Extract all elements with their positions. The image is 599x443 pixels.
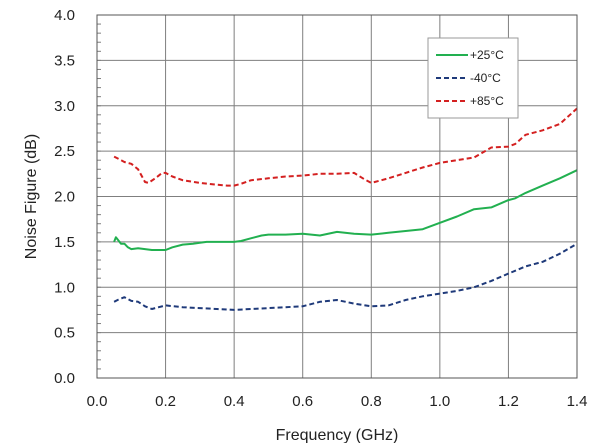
x-tick-label: 0.0 bbox=[87, 393, 108, 410]
y-tick-label: 0.5 bbox=[54, 325, 75, 342]
x-tick-label: 0.6 bbox=[292, 393, 313, 410]
legend-label-2: +85°C bbox=[470, 94, 504, 108]
tick-labels: 0.0 0.5 1.0 1.5 2.0 2.5 3.0 3.5 4.0 0.0 0.2 0.4 0.6 0… bbox=[54, 7, 587, 410]
x-tick-label: 0.8 bbox=[361, 393, 382, 410]
x-tick-label: 0.2 bbox=[155, 393, 176, 410]
y-tick-label: 1.5 bbox=[54, 234, 75, 251]
y-tick-label: 2.5 bbox=[54, 143, 75, 160]
y-tick-label: 3.5 bbox=[54, 52, 75, 69]
series-line-2 bbox=[113, 107, 578, 187]
plot-area-border bbox=[96, 14, 578, 379]
y-tick-label: 4.0 bbox=[54, 7, 75, 24]
legend-label-0: +25°C bbox=[470, 48, 504, 62]
series-line-1 bbox=[113, 242, 578, 311]
series-lines bbox=[113, 107, 578, 311]
y-tick-label: 1.0 bbox=[54, 279, 75, 296]
x-tick-label: 1.0 bbox=[429, 393, 450, 410]
legend-box bbox=[427, 37, 519, 119]
legend-label-1: -40°C bbox=[470, 71, 501, 85]
x-tick-label: 0.4 bbox=[224, 393, 245, 410]
x-tick-label: 1.2 bbox=[498, 393, 519, 410]
series-line-0 bbox=[113, 169, 578, 251]
y-axis-title: Noise Figure (dB) bbox=[23, 134, 40, 259]
legend: +25°C -40°C +85°C bbox=[427, 37, 519, 119]
y-tick-label: 2.0 bbox=[54, 189, 75, 206]
y-tick-label: 0.0 bbox=[54, 370, 75, 387]
x-axis-title: Frequency (GHz) bbox=[276, 427, 399, 443]
x-tick-label: 1.4 bbox=[567, 393, 588, 410]
y-tick-label: 3.0 bbox=[54, 98, 75, 115]
grid bbox=[97, 14, 577, 379]
